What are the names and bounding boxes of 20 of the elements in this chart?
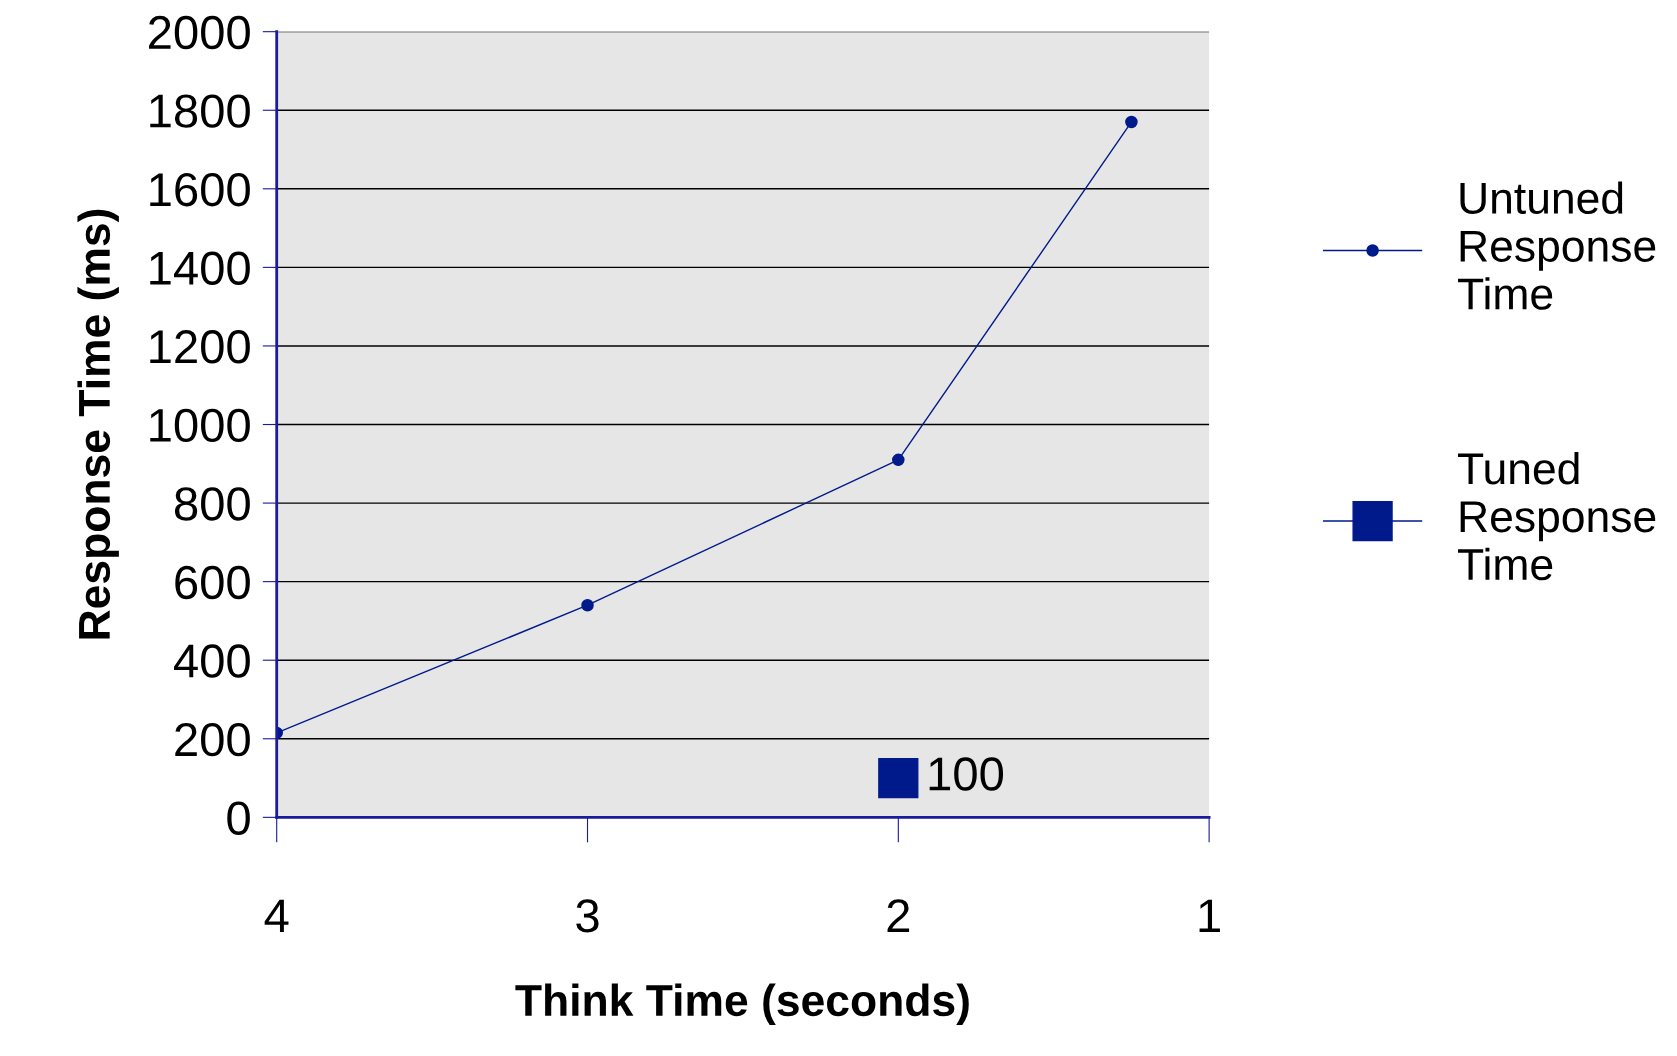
y-tick-label: 1200 — [150, 330, 250, 364]
x-tick-label: 3 — [576, 899, 599, 933]
y-tick-label: 1800 — [150, 94, 250, 128]
y-tick-label: 600 — [175, 565, 250, 600]
x-tick-label: 1 — [1199, 899, 1220, 933]
y-tick-label: 400 — [174, 644, 250, 678]
y-tick-label: 1000 — [150, 408, 250, 443]
x-tick-label: 2 — [887, 899, 910, 933]
y-tick-label: 800 — [174, 487, 250, 521]
y-tick-label: 1400 — [150, 251, 250, 285]
legend-label: Tuned Response Time — [1458, 451, 1656, 581]
x-tick-label: 4 — [264, 899, 289, 933]
y-tick-label: 0 — [227, 801, 250, 835]
y-tick-label: 1600 — [150, 172, 250, 207]
data-label: 100 — [929, 757, 1004, 791]
legend-label: Untuned Response Time — [1458, 181, 1656, 310]
y-axis-title: Response Time (ms) — [77, 209, 119, 639]
y-tick-label: 2000 — [149, 15, 250, 50]
y-tick-label: 200 — [175, 722, 250, 757]
x-axis-title: Think Time (seconds) — [515, 983, 969, 1026]
